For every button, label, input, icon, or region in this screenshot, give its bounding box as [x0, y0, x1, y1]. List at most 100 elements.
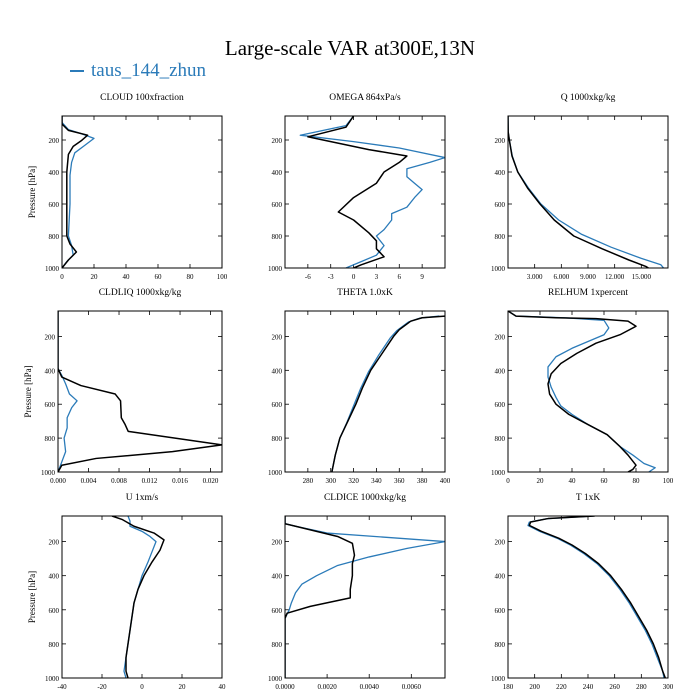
y-tick-label: 800	[45, 435, 56, 443]
panel-5: THETA 1.0xK 200 400 600 800 1000 280 300 320 340 3…	[268, 288, 451, 485]
y-tick-label: 1000	[491, 469, 506, 477]
plot-frame	[284, 115, 446, 269]
panel-title: U 1xm/s	[126, 493, 159, 503]
x-tick-label: 0	[506, 477, 510, 485]
y-tick-label: 200	[272, 539, 283, 547]
y-tick-label: 600	[272, 607, 283, 615]
y-tick-label: 400	[272, 573, 283, 581]
plot-frame	[507, 115, 669, 269]
y-tick-label: 1000	[41, 469, 56, 477]
series-line-control	[58, 311, 222, 472]
series-line-taus_144_zhun	[285, 516, 445, 678]
series-line-control	[528, 516, 667, 678]
y-tick-label: 600	[495, 607, 506, 615]
x-tick-label: 20	[91, 273, 99, 281]
y-tick-label: 200	[495, 539, 506, 547]
y-tick-label: 800	[49, 641, 60, 649]
y-tick-label: 600	[272, 201, 283, 209]
x-tick-label: 60	[155, 273, 163, 281]
x-tick-label: 0.004	[81, 477, 97, 485]
y-tick-label: 1000	[491, 265, 506, 273]
x-tick-label: 3	[375, 273, 379, 281]
y-tick-label: 400	[495, 573, 506, 581]
y-tick-label: 800	[272, 233, 283, 241]
series-line-control	[307, 116, 408, 268]
x-tick-label: 360	[394, 477, 405, 485]
x-tick-label: 0.012	[142, 477, 158, 485]
x-tick-label: 180	[503, 683, 514, 691]
y-tick-label: 200	[272, 137, 283, 145]
x-tick-label: 100	[217, 273, 228, 281]
x-tick-label: 9.000	[580, 273, 596, 281]
x-tick-label: 9	[420, 273, 424, 281]
y-tick-label: 1000	[491, 675, 506, 683]
legend-label: taus_144_zhun	[91, 60, 207, 81]
x-tick-label: 40	[123, 273, 131, 281]
x-tick-label: 6.000	[553, 273, 569, 281]
x-tick-label: 340	[371, 477, 382, 485]
y-tick-label: 200	[495, 333, 506, 341]
y-tick-label: 1000	[268, 675, 283, 683]
y-tick-label: 200	[272, 333, 283, 341]
y-tick-label: 600	[49, 607, 60, 615]
x-tick-label: 280	[636, 683, 647, 691]
x-tick-label: 320	[348, 477, 359, 485]
y-tick-label: 400	[495, 169, 506, 177]
y-tick-label: 1000	[268, 469, 283, 477]
x-tick-label: 0	[352, 273, 356, 281]
x-tick-label: 6	[398, 273, 402, 281]
series-line-control	[508, 311, 637, 472]
y-tick-label: 400	[495, 367, 506, 375]
x-tick-label: 80	[633, 477, 641, 485]
x-tick-label: -6	[305, 273, 311, 281]
x-tick-label: 3.000	[527, 273, 543, 281]
panel-title: RELHUM 1xpercent	[548, 288, 628, 298]
x-tick-label: -20	[97, 683, 107, 691]
y-axis-label: Pressure [hPa]	[23, 365, 33, 417]
y-tick-label: 800	[49, 233, 60, 241]
x-tick-label: 40	[569, 477, 577, 485]
x-tick-label: -3	[328, 273, 334, 281]
legend: taus_144_zhun	[70, 60, 206, 82]
y-tick-label: 200	[49, 137, 60, 145]
x-tick-label: 0.0000	[275, 683, 295, 691]
x-tick-label: -40	[57, 683, 67, 691]
x-tick-label: 300	[663, 683, 674, 691]
series-line-taus_144_zhun	[508, 311, 656, 472]
plot-frame	[507, 310, 669, 473]
x-tick-label: 15.000	[632, 273, 652, 281]
series-line-taus_144_zhun	[331, 315, 440, 472]
panel-title: THETA 1.0xK	[337, 288, 393, 298]
x-tick-label: 300	[325, 477, 336, 485]
x-tick-label: 280	[303, 477, 314, 485]
x-tick-label: 400	[440, 477, 451, 485]
plot-frame	[57, 310, 223, 473]
panel-title: CLOUD 100xfraction	[100, 92, 184, 103]
plot-frame	[284, 310, 446, 473]
x-tick-label: 0	[140, 683, 144, 691]
plot-frame	[61, 515, 223, 679]
panel-title: CLDLIQ 1000xkg/kg	[99, 288, 182, 298]
panel-title: Q 1000xkg/kg	[561, 93, 616, 103]
x-tick-label: 0.020	[203, 477, 219, 485]
x-tick-label: 0.008	[111, 477, 127, 485]
panel-title: T 1xK	[576, 493, 601, 503]
x-tick-label: 60	[601, 477, 609, 485]
legend-line-swatch	[70, 69, 84, 72]
x-tick-label: 380	[417, 477, 428, 485]
x-tick-label: 220	[556, 683, 567, 691]
x-tick-label: 240	[583, 683, 594, 691]
x-tick-label: 0.0020	[317, 683, 337, 691]
series-line-taus_144_zhun	[58, 311, 78, 472]
y-axis-label: Pressure [hPa]	[27, 166, 37, 218]
x-tick-label: 0.016	[172, 477, 188, 485]
y-tick-label: 200	[49, 539, 60, 547]
y-tick-label: 1000	[268, 265, 283, 273]
y-tick-label: 400	[45, 367, 56, 375]
y-tick-label: 600	[495, 201, 506, 209]
series-line-control	[111, 516, 165, 678]
y-tick-label: 200	[495, 137, 506, 145]
